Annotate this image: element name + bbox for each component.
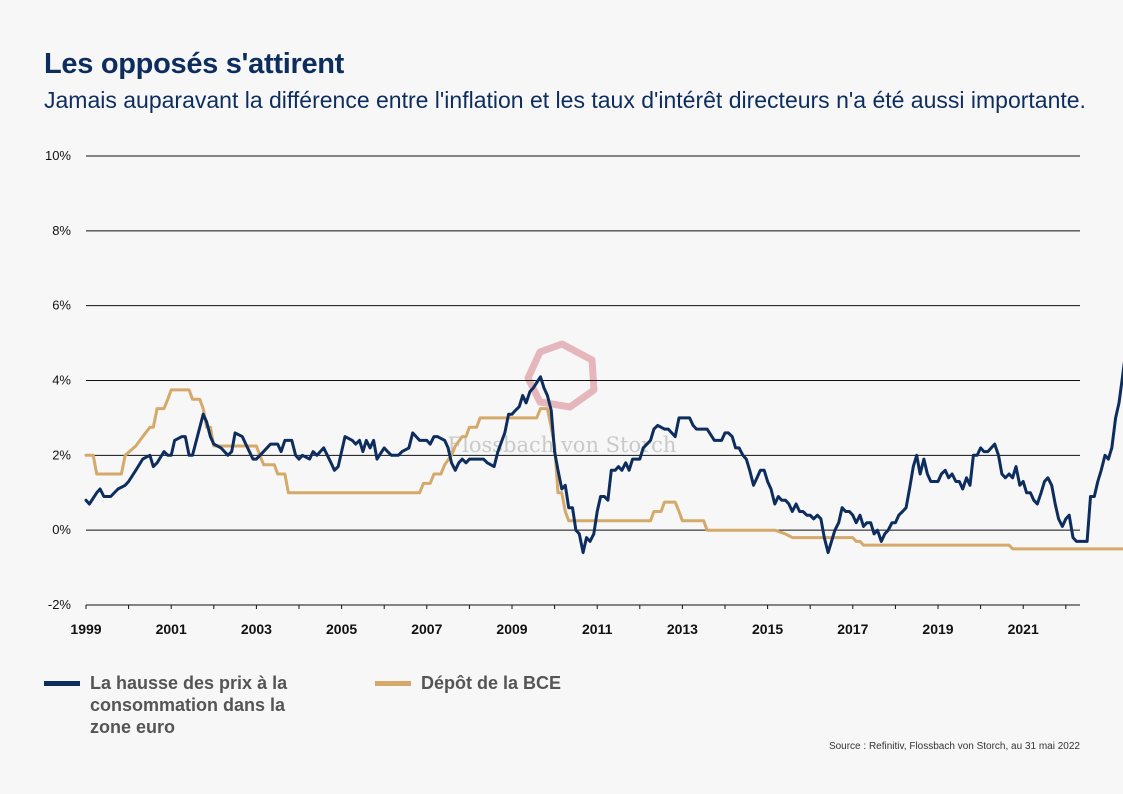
x-tick-label: 2013	[667, 621, 698, 637]
watermark: Flossbach von Storch	[448, 340, 677, 457]
x-axis-tick-labels: 1999 2001 2003 2005 2007 2009 2011 2013 2015 2017…	[70, 621, 1039, 637]
x-tick-label: 2017	[837, 621, 868, 637]
chart-title: Les opposés s'attirent	[44, 48, 345, 80]
x-tick-label: 2009	[496, 621, 527, 637]
chart-subtitle: Jamais auparavant la différence entre l'…	[44, 87, 1086, 113]
watermark-logo-icon	[524, 340, 598, 411]
legend-item-inflation: La hausse des prix à la consommation dan…	[44, 672, 330, 738]
y-axis-tick-labels: -2% 0% 2% 4% 6% 8% 10%	[45, 148, 71, 612]
axes	[85, 605, 1067, 609]
series-line-inflation	[84, 360, 1123, 555]
y-tick-label: 0%	[52, 522, 71, 537]
series-lines	[84, 360, 1123, 555]
y-tick-label: 6%	[52, 298, 71, 313]
watermark-text: Flossbach von Storch	[448, 433, 677, 457]
source-note: Source : Refinitiv, Flossbach von Storch…	[828, 741, 1080, 752]
x-tick-label: 2019	[922, 621, 953, 637]
x-tick-label: 2015	[752, 621, 783, 637]
x-tick-label: 2007	[411, 621, 442, 637]
legend-item-ecb-deposit: Dépôt de la BCE	[375, 672, 561, 694]
y-tick-label: 10%	[45, 148, 71, 163]
legend-label-ecb-deposit: Dépôt de la BCE	[421, 673, 562, 693]
y-tick-label: 8%	[52, 223, 71, 238]
x-tick-label: 2001	[156, 621, 187, 637]
x-tick-label: 2003	[241, 621, 272, 637]
y-tick-label: -2%	[48, 597, 72, 612]
x-tick-label: 2011	[582, 621, 613, 637]
x-tick-label: 1999	[70, 621, 101, 637]
legend-swatch-inflation	[44, 681, 80, 686]
x-tick-label: 2021	[1008, 621, 1039, 637]
y-tick-label: 2%	[52, 447, 71, 462]
grid-lines	[86, 155, 1080, 606]
y-tick-label: 4%	[52, 373, 71, 388]
legend-swatch-ecb-deposit	[375, 681, 411, 686]
series-line-ecb-deposit	[84, 388, 1123, 551]
x-tick-label: 2005	[326, 621, 357, 637]
legend-label-inflation: La hausse des prix à la consommation dan…	[90, 673, 288, 737]
